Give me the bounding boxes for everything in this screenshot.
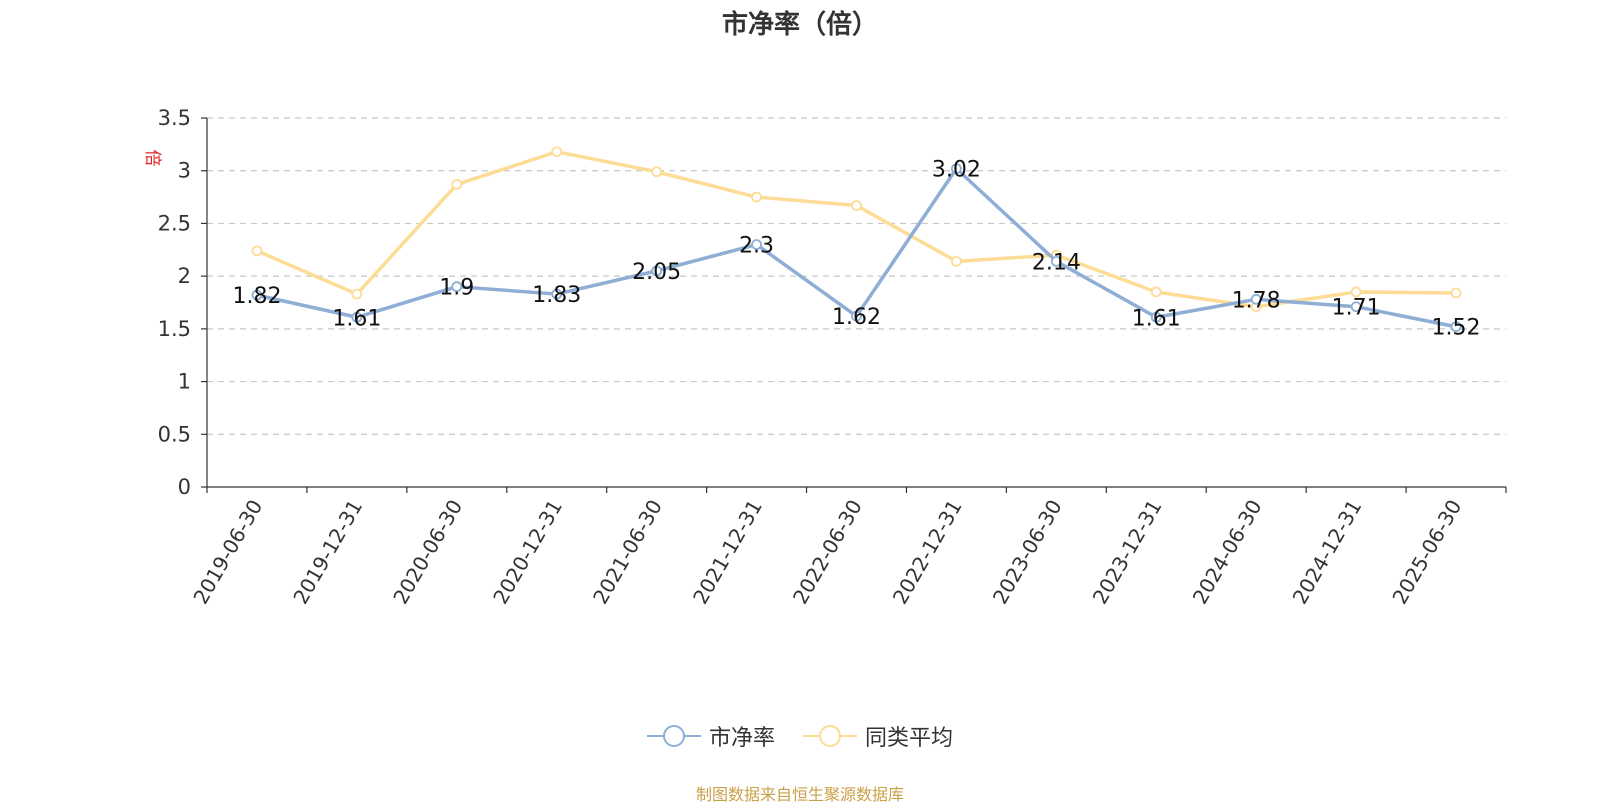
x-tick-label: 2023-12-31	[1088, 496, 1167, 609]
data-label: 3.02	[932, 158, 981, 183]
series-1-point	[1450, 321, 1462, 333]
legend-label-series-1: 市净率	[708, 726, 775, 751]
x-tick-label: 2021-12-31	[688, 496, 767, 609]
x-tick-label: 2021-06-30	[588, 496, 667, 609]
series-2-point	[451, 179, 463, 190]
series-1-point	[451, 281, 463, 293]
series-2-point	[651, 166, 663, 178]
series-1-point	[751, 239, 762, 250]
data-labels: 1.82 1.61 1.9 1.83 2.05 2.3 1.62 3.02 2.14 1.61 1.…	[232, 158, 1480, 341]
series-1-point	[351, 311, 363, 323]
legend-item-series-1[interactable]: 市净率	[646, 720, 775, 752]
data-label: 1.83	[532, 283, 581, 308]
y-tick-label: 0.5	[158, 422, 191, 446]
data-label: 1.71	[1332, 296, 1381, 321]
y-tick-label: 2.5	[158, 211, 191, 235]
series-2-point	[1350, 286, 1362, 298]
legend-swatch-series-1	[646, 725, 701, 747]
series-1-point	[1250, 293, 1262, 305]
x-tick-label: 2019-06-30	[188, 496, 267, 609]
x-tick-label: 2019-12-31	[288, 496, 367, 609]
data-label: 1.61	[1132, 306, 1181, 331]
y-tick-label: 2	[178, 264, 191, 288]
data-label: 1.82	[232, 284, 281, 309]
series-1-point	[851, 310, 862, 322]
data-label: 2.05	[632, 260, 681, 285]
x-tick-label: 2023-06-30	[988, 496, 1067, 609]
data-label: 1.52	[1432, 316, 1481, 341]
x-tick-label: 2024-06-30	[1188, 496, 1267, 609]
series-1-point	[1350, 301, 1362, 313]
series-2-point	[951, 255, 962, 267]
data-label: 1.9	[439, 276, 474, 301]
y-tick-label: 1.5	[158, 317, 191, 341]
x-tick-label: 2024-12-31	[1288, 496, 1367, 609]
legend-item-series-2[interactable]: 同类平均	[803, 720, 953, 752]
data-label: 1.62	[832, 305, 881, 330]
x-tick-label: 2022-12-31	[888, 496, 967, 609]
data-label: 2.14	[1032, 250, 1081, 275]
x-tick-label: 2025-06-30	[1387, 496, 1466, 609]
legend-swatch-series-2	[803, 725, 857, 747]
x-tick-label: 2020-06-30	[388, 496, 467, 609]
series-1-point	[651, 265, 663, 277]
legend: 市净率 同类平均	[0, 720, 1600, 752]
y-tick-label: 0	[178, 475, 191, 499]
series-1-point	[251, 289, 263, 301]
series-2-point	[1450, 287, 1462, 299]
data-label: 1.78	[1232, 288, 1281, 313]
data-source-note: 制图数据来自恒生聚源数据库	[695, 785, 904, 804]
legend-label-series-2: 同类平均	[865, 726, 954, 751]
series-2-point	[751, 191, 762, 203]
series-1-point	[551, 288, 563, 300]
data-label: 2.3	[739, 234, 774, 259]
x-tick-label: 2020-12-31	[488, 496, 567, 609]
y-axis-label: 倍	[142, 150, 162, 167]
series-2-point	[851, 200, 862, 211]
series-2-point	[251, 245, 263, 257]
chart-title: 市净率（倍）	[721, 10, 878, 40]
series-1-point	[1150, 311, 1162, 323]
series	[251, 146, 1462, 333]
y-tick-label: 3.5	[158, 106, 191, 130]
grid-lines	[207, 117, 1506, 435]
series-2-point	[1150, 286, 1162, 298]
series-2-point	[351, 288, 363, 300]
series-2-point	[551, 146, 563, 158]
data-label: 1.61	[332, 306, 381, 331]
series-1-point	[951, 163, 962, 175]
x-tick-label: 2022-06-30	[788, 496, 867, 609]
y-tick-label: 3	[178, 159, 191, 183]
series-line-2	[256, 149, 1457, 309]
series-1-point	[1050, 255, 1062, 267]
y-tick-label: 1	[178, 370, 191, 394]
